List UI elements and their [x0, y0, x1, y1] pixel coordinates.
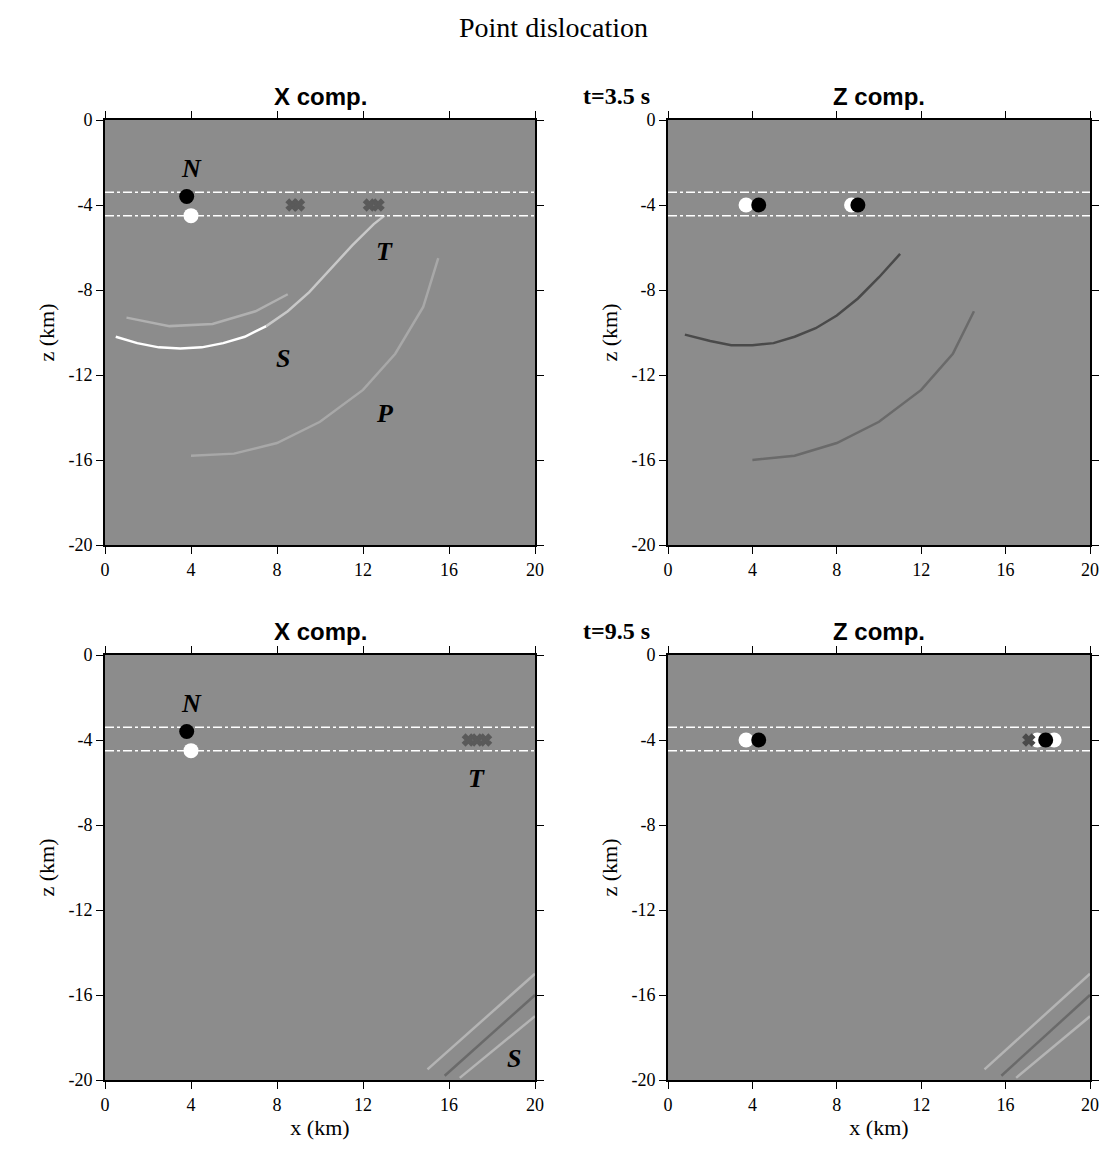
- svg-text:-8: -8: [77, 815, 92, 835]
- svg-text:20: 20: [1081, 1095, 1099, 1115]
- svg-text:-20: -20: [631, 535, 655, 555]
- svg-text:4: 4: [187, 560, 196, 580]
- svg-text:-4: -4: [77, 195, 92, 215]
- svg-text:t=3.5 s: t=3.5 s: [583, 83, 650, 109]
- svg-text:16: 16: [997, 560, 1015, 580]
- svg-text:t=9.5 s: t=9.5 s: [583, 618, 650, 644]
- svg-text:Point dislocation: Point dislocation: [459, 12, 648, 43]
- svg-text:20: 20: [1081, 560, 1099, 580]
- svg-text:0: 0: [646, 110, 655, 130]
- svg-text:-20: -20: [68, 1070, 92, 1090]
- svg-text:16: 16: [440, 560, 458, 580]
- svg-text:-8: -8: [640, 280, 655, 300]
- svg-text:z (km): z (km): [597, 303, 622, 361]
- svg-text:20: 20: [526, 560, 544, 580]
- svg-text:-4: -4: [77, 730, 92, 750]
- svg-text:-8: -8: [77, 280, 92, 300]
- svg-text:-4: -4: [640, 195, 655, 215]
- svg-text:N: N: [181, 689, 202, 718]
- svg-text:8: 8: [273, 560, 282, 580]
- svg-text:z (km): z (km): [34, 838, 59, 896]
- svg-text:12: 12: [354, 560, 372, 580]
- svg-text:x (km): x (km): [849, 1115, 908, 1140]
- svg-text:0: 0: [646, 645, 655, 665]
- svg-text:-16: -16: [631, 450, 655, 470]
- svg-text:S: S: [276, 344, 290, 373]
- svg-text:T: T: [468, 764, 485, 793]
- svg-text:8: 8: [832, 560, 841, 580]
- svg-text:T: T: [376, 237, 393, 266]
- svg-text:-20: -20: [631, 1070, 655, 1090]
- svg-text:-20: -20: [68, 535, 92, 555]
- svg-text:20: 20: [526, 1095, 544, 1115]
- svg-text:-12: -12: [68, 365, 92, 385]
- svg-text:-12: -12: [631, 365, 655, 385]
- svg-text:4: 4: [187, 1095, 196, 1115]
- svg-text:16: 16: [440, 1095, 458, 1115]
- svg-text:x (km): x (km): [290, 1115, 349, 1140]
- svg-text:-16: -16: [68, 985, 92, 1005]
- svg-text:0: 0: [101, 1095, 110, 1115]
- svg-text:z (km): z (km): [34, 303, 59, 361]
- svg-text:0: 0: [83, 645, 92, 665]
- svg-text:4: 4: [748, 1095, 757, 1115]
- svg-text:-16: -16: [631, 985, 655, 1005]
- svg-text:16: 16: [997, 1095, 1015, 1115]
- svg-text:-12: -12: [631, 900, 655, 920]
- svg-text:X comp.: X comp.: [274, 618, 367, 645]
- svg-text:12: 12: [912, 560, 930, 580]
- svg-text:8: 8: [832, 1095, 841, 1115]
- svg-text:0: 0: [101, 560, 110, 580]
- svg-text:S: S: [507, 1044, 521, 1073]
- svg-text:-16: -16: [68, 450, 92, 470]
- svg-text:Z comp.: Z comp.: [833, 83, 925, 110]
- svg-text:-4: -4: [640, 730, 655, 750]
- svg-text:N: N: [181, 154, 202, 183]
- svg-text:z (km): z (km): [597, 838, 622, 896]
- svg-text:12: 12: [912, 1095, 930, 1115]
- svg-text:-8: -8: [640, 815, 655, 835]
- svg-text:X comp.: X comp.: [274, 83, 367, 110]
- svg-text:Z comp.: Z comp.: [833, 618, 925, 645]
- svg-text:8: 8: [273, 1095, 282, 1115]
- svg-text:12: 12: [354, 1095, 372, 1115]
- svg-text:4: 4: [748, 560, 757, 580]
- svg-text:0: 0: [664, 560, 673, 580]
- svg-text:-12: -12: [68, 900, 92, 920]
- svg-text:0: 0: [83, 110, 92, 130]
- svg-text:0: 0: [664, 1095, 673, 1115]
- svg-text:P: P: [376, 399, 394, 428]
